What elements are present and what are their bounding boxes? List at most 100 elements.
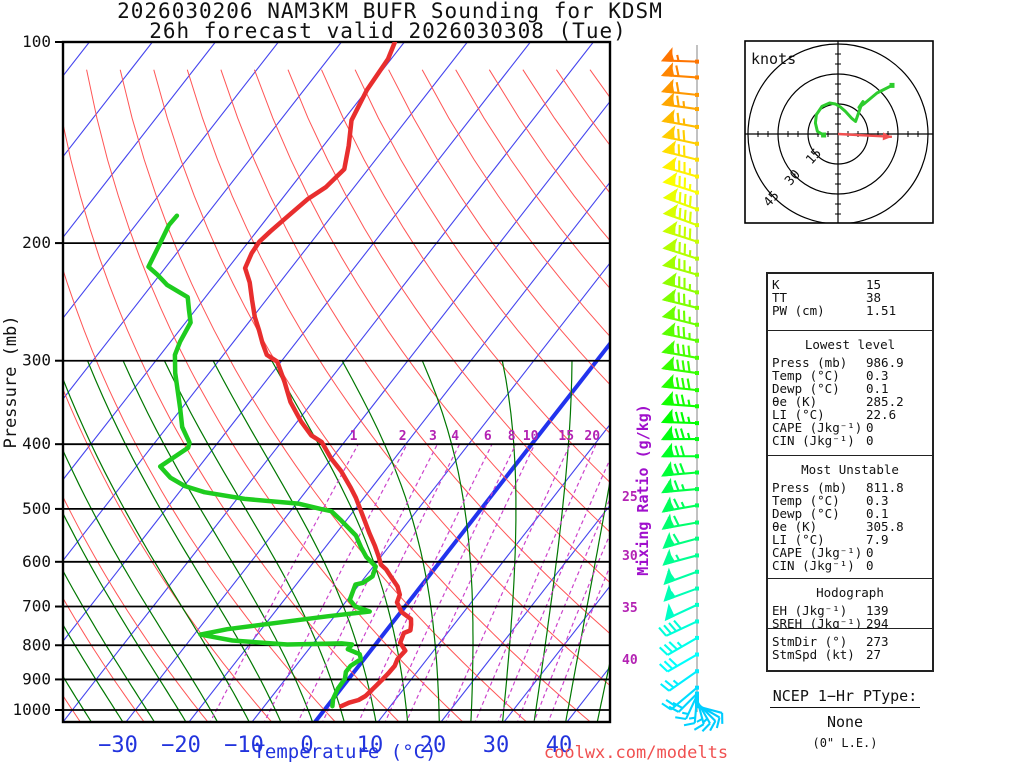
table-row: θe (K) 305.8: [768, 520, 932, 533]
ptype-block: NCEP 1−Hr PType: None (0" L.E.): [740, 686, 950, 750]
section-header: Hodograph: [816, 585, 884, 600]
ptype-value: None: [826, 713, 864, 731]
index-label: θe (K): [772, 519, 818, 534]
svg-text:30: 30: [622, 549, 638, 564]
table-row: CIN (Jkg⁻¹) 0: [768, 559, 932, 572]
svg-text:−30: −30: [98, 733, 138, 758]
table-row: Dewp (°C) 0.1: [768, 382, 932, 395]
index-value: 305.8: [866, 519, 904, 534]
svg-text:−20: −20: [161, 733, 201, 758]
table-row: Press (mb) 986.9: [768, 356, 932, 369]
index-value: 986.9: [866, 355, 904, 370]
table-row: CAPE (Jkg⁻¹) 0: [768, 546, 932, 559]
chart-title: 2026030206 NAM3KM BUFR Sounding for KDSM: [117, 0, 663, 23]
ptype-heading: NCEP 1−Hr PType:: [769, 687, 921, 708]
mixing-ratio-value-labels: 1 2 3 4 6 8 10 15 20 25 30 35 40: [350, 429, 638, 668]
index-value: 273: [866, 634, 889, 649]
table-row: EH (Jkg⁻¹) 139: [768, 604, 932, 617]
index-label: K: [772, 277, 780, 292]
index-label: StmSpd (kt): [772, 647, 855, 662]
index-label: Press (mb): [772, 355, 848, 370]
table-row: Temp (°C) 0.3: [768, 494, 932, 507]
svg-text:40: 40: [622, 653, 638, 668]
table-row: Dewp (°C) 0.1: [768, 507, 932, 520]
svg-text:10: 10: [357, 733, 384, 758]
table-row: StmDir (°) 273: [768, 635, 932, 648]
svg-text:100: 100: [22, 32, 51, 51]
svg-text:400: 400: [22, 434, 51, 453]
svg-text:15: 15: [558, 429, 574, 444]
index-value: 811.8: [866, 480, 904, 495]
table-row: Press (mb) 811.8: [768, 481, 932, 494]
index-label: CAPE (Jkg⁻¹): [772, 545, 863, 560]
index-label: Temp (°C): [772, 493, 840, 508]
index-label: Dewp (°C): [772, 506, 840, 521]
table-row: K 15: [768, 278, 932, 291]
index-label: Press (mb): [772, 480, 848, 495]
svg-text:−10: −10: [224, 733, 264, 758]
table-row: CIN (Jkg⁻¹) 0: [768, 434, 932, 447]
plot-frame: [55, 40, 612, 724]
svg-text:700: 700: [22, 597, 51, 616]
index-value: 0.1: [866, 506, 889, 521]
svg-text:25: 25: [622, 490, 638, 505]
index-value: 22.6: [866, 407, 897, 422]
hodograph-units-label: knots: [751, 50, 796, 68]
svg-text:40: 40: [546, 733, 573, 758]
most-unstable-section: Most Unstable Press (mb) 811.8 Temp (°C) 0…: [768, 455, 932, 578]
index-value: 0.1: [866, 381, 889, 396]
table-row: LI (°C) 7.9: [768, 533, 932, 546]
svg-text:200: 200: [22, 233, 51, 252]
pressure-axis-label: Pressure (mb): [1, 315, 21, 448]
watermark: coolwx.com/modelts: [544, 743, 728, 763]
skewt-background-grid: [63, 42, 610, 722]
svg-text:10: 10: [523, 429, 539, 444]
svg-text:1: 1: [350, 429, 358, 444]
svg-text:300: 300: [22, 351, 51, 370]
svg-text:6: 6: [484, 429, 492, 444]
ptype-note: (0" L.E.): [812, 736, 878, 750]
svg-text:35: 35: [622, 601, 638, 616]
svg-text:1000: 1000: [12, 700, 51, 719]
index-label: Dewp (°C): [772, 381, 840, 396]
svg-text:2: 2: [399, 429, 407, 444]
svg-text:600: 600: [22, 552, 51, 571]
index-label: EH (Jkg⁻¹): [772, 603, 848, 618]
index-value: 27: [866, 647, 882, 662]
table-row: θe (K) 285.2: [768, 395, 932, 408]
index-value: 294: [866, 616, 889, 628]
index-label: StmDir (°): [772, 634, 848, 649]
storm-motion-section: StmDir (°) 273 StmSpd (kt) 27: [768, 628, 932, 670]
index-table: K 15 TT 38 PW (cm) 1.51 Lowest level Pre…: [766, 272, 934, 672]
svg-text:800: 800: [22, 635, 51, 654]
temperature-axis-label: Temperature (°C): [253, 741, 436, 763]
index-value: 0: [866, 545, 874, 560]
svg-text:30: 30: [483, 733, 510, 758]
index-value: 38: [866, 290, 882, 305]
svg-text:20: 20: [584, 429, 600, 444]
table-row: SREH (Jkg⁻¹) 294: [768, 617, 932, 628]
index-label: CIN (Jkg⁻¹): [772, 433, 855, 448]
index-value: 0: [866, 558, 874, 573]
svg-text:8: 8: [508, 429, 516, 444]
index-value: 15: [866, 277, 882, 292]
table-row: TT 38: [768, 291, 932, 304]
wind-barb-column: [658, 45, 724, 732]
svg-text:4: 4: [451, 429, 459, 444]
index-value: 0.3: [866, 493, 889, 508]
index-value: 0.3: [866, 368, 889, 383]
mixing-ratio-axis-label: Mixing Ratio (g/kg): [634, 404, 652, 576]
svg-text:3: 3: [429, 429, 437, 444]
svg-text:900: 900: [22, 669, 51, 688]
index-label: LI (°C): [772, 532, 825, 547]
table-row: LI (°C) 22.6: [768, 408, 932, 421]
index-value: 0: [866, 420, 874, 435]
lowest-level-section: Lowest level Press (mb) 986.9 Temp (°C) 0.…: [768, 330, 932, 455]
index-label: TT: [772, 290, 788, 305]
index-summary-section: K 15 TT 38 PW (cm) 1.51: [768, 274, 932, 330]
index-label: PW (cm): [772, 303, 825, 318]
section-header: Lowest level: [804, 337, 896, 352]
